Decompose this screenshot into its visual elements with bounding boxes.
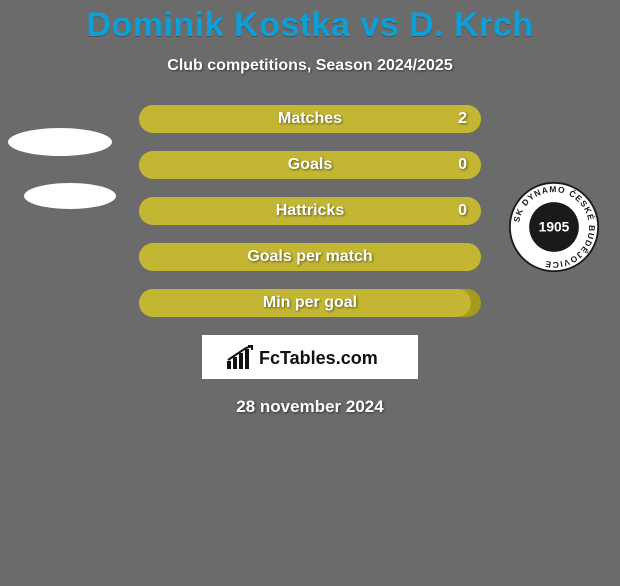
brand-text: FcTables.com — [259, 348, 378, 368]
stat-bar: Hattricks 0 — [139, 197, 481, 225]
page-subtitle: Club competitions, Season 2024/2025 — [0, 57, 620, 75]
page-title: Dominik Kostka vs D. Krch — [0, 6, 620, 45]
stat-bar-label: Goals per match — [247, 248, 372, 266]
stat-bar-label: Matches — [278, 110, 342, 128]
fctables-logo: FcTables.com — [225, 343, 395, 371]
club-badge: SK DYNAMO ČESKÉ BUDĚJOVICE 1905 — [508, 181, 600, 273]
stat-bar-value: 0 — [458, 156, 467, 174]
date-text: 28 november 2024 — [0, 397, 620, 417]
stat-bar: Goals per match — [139, 243, 481, 271]
decor-ellipse — [8, 128, 112, 156]
badge-year: 1905 — [539, 220, 570, 235]
stat-bar: Matches 2 — [139, 105, 481, 133]
brand-badge: FcTables.com — [202, 335, 418, 379]
stat-bar-value: 0 — [458, 202, 467, 220]
stat-bar-value: 2 — [458, 110, 467, 128]
stat-bar: Goals 0 — [139, 151, 481, 179]
stat-bar: Min per goal — [139, 289, 481, 317]
decor-ellipse — [24, 183, 116, 209]
bars-container: Matches 2 Goals 0 Hattricks 0 Goals per match M… — [139, 105, 481, 317]
stat-bar-label: Hattricks — [276, 202, 344, 220]
stat-bar-label: Min per goal — [263, 294, 357, 312]
stat-bar-label: Goals — [288, 156, 332, 174]
